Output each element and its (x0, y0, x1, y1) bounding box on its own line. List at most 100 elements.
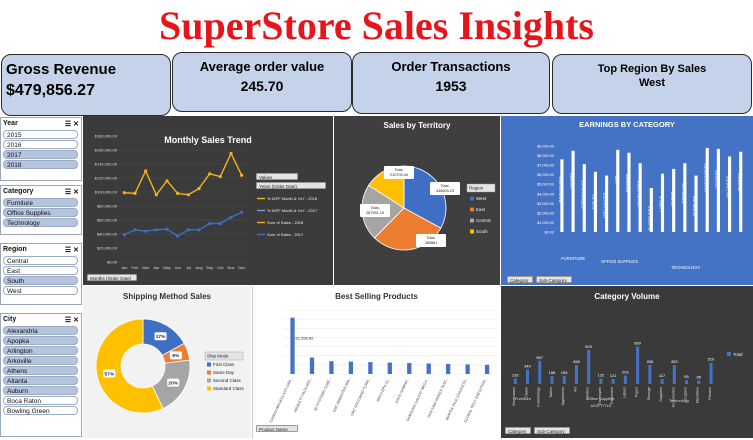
region-slicer-item[interactable]: West (3, 286, 78, 295)
region-slicer-item[interactable]: East (3, 266, 78, 275)
data-label: 121 (610, 373, 617, 378)
best-selling-title: Best Selling Products (335, 292, 418, 301)
city-slicer-item[interactable]: Arlington (3, 346, 78, 355)
data-label: 20% (168, 380, 178, 386)
clear-filter-icon[interactable]: ☰ ✕ (64, 120, 79, 128)
year-slicer-item[interactable]: 2018 (3, 160, 78, 169)
clear-filter-icon[interactable]: ☰ ✕ (64, 246, 79, 254)
group-label: TECHNOLOGY (671, 265, 701, 270)
y-tick-label: $3,000.00 (537, 202, 554, 206)
category-slicer-header: Category ☰ ✕ (1, 186, 81, 197)
earnings-category-filter[interactable]: Category (507, 276, 533, 283)
volume-bar (587, 349, 591, 384)
region-legend-title: Region (469, 186, 484, 191)
data-label-box (416, 234, 446, 247)
years-filter-button[interactable]: Years (Order Date) (256, 182, 326, 189)
legend-swatch (207, 370, 211, 375)
product-bar (407, 363, 412, 374)
region-slicer-header: Region ☰ ✕ (1, 244, 81, 255)
data-label-box (103, 369, 116, 378)
group-label: OFFICE SUPPLIES (601, 259, 638, 264)
earnings-subcategory-filter[interactable]: Sub-Category (536, 276, 572, 283)
data-label-box (430, 182, 460, 195)
months-filter-button[interactable]: Months (Order Date) (87, 274, 137, 281)
shipping-panel: Shipping Method Sales 17% 6% 20% 57% Ship Mo… (83, 286, 251, 438)
best-selling-panel: Best Selling Products CANON IMAGECLASS 2… (252, 286, 500, 438)
product-name-filter[interactable]: Product Name (256, 425, 298, 432)
data-label: Total, (370, 206, 379, 210)
data-point (197, 228, 201, 232)
category-slicer-item[interactable]: Office Supplies (3, 208, 78, 217)
data-point (176, 191, 180, 195)
category-label: CHAIRS (569, 173, 574, 189)
y-tick-label: $0.00 (544, 231, 554, 235)
data-label: 899 (634, 341, 641, 346)
data-point (154, 193, 158, 197)
legend-item: Total (733, 352, 743, 357)
category-slicer-item[interactable]: Technology (3, 218, 78, 227)
shipping-donut-chart: 17% 6% 20% 57% Ship Mode First Class Same Day S… (95, 318, 245, 414)
legend-item: Same Day (213, 370, 235, 375)
city-slicer-item[interactable]: Auburn (3, 386, 78, 395)
data-label: 510 (708, 357, 715, 362)
data-label-box (360, 204, 390, 217)
x-tick-label: Apr (153, 265, 160, 270)
product-label: 3D SYSTEMS CUBE... (313, 377, 332, 412)
earnings-bar (694, 175, 698, 232)
ship-mode-legend-header (204, 351, 244, 361)
city-slicer-item[interactable]: Bowling Green (3, 406, 78, 415)
category-label: Envelopes (598, 387, 602, 405)
axis-title: AXIS TITLE (590, 403, 611, 408)
earnings-bar (683, 163, 687, 232)
category-label: MACHINES (726, 175, 731, 197)
volume-bar (648, 364, 652, 384)
region-slicer-item[interactable]: South (3, 276, 78, 285)
year-slicer-item[interactable]: 2015 (3, 130, 78, 139)
city-slicer-item[interactable]: Alexandria (3, 326, 78, 335)
city-slicer-item[interactable]: Atlanta (3, 376, 78, 385)
clear-filter-icon[interactable]: ☰ ✕ (64, 316, 79, 324)
category-label: Chairs (524, 387, 528, 398)
category-slicer-title: Category (3, 188, 34, 195)
earnings-chart: $0.00 $1,000.00 $2,000.00 $3,000.00 $4,000.0… (537, 145, 743, 270)
product-bar (329, 361, 334, 374)
earnings-bar (638, 163, 642, 232)
x-tick-label: Nov (227, 265, 234, 270)
data-point (218, 175, 222, 179)
gross-revenue-card: Gross Revenue $479,856.27 (1, 54, 171, 116)
monthly-sales-panel: Monthly Sales Trend $0.00 $20,000.00 $40,0… (83, 116, 333, 285)
city-slicer-item[interactable]: Athens (3, 366, 78, 375)
category-label: STORAGE (681, 183, 686, 204)
data-label: 117 (659, 373, 666, 378)
city-slicer-item[interactable]: Boca Raton (3, 396, 78, 405)
x-tick-label: Jan (121, 265, 127, 270)
city-slicer-item[interactable]: Arkoville (3, 356, 78, 365)
volume-subcategory-filter[interactable]: Sub-Category (534, 427, 570, 434)
data-label: 95 (684, 374, 689, 379)
legend-swatch (207, 362, 211, 367)
city-slicer-header: City ☰ ✕ (1, 314, 81, 325)
data-point (218, 221, 222, 226)
earnings-bar (739, 151, 743, 232)
category-label: PHONES (737, 173, 742, 191)
volume-bar (672, 365, 676, 384)
x-tick-label: Sep (206, 265, 214, 270)
data-point (165, 179, 169, 183)
year-slicer-item[interactable]: 2017 (3, 150, 78, 159)
volume-category-filter[interactable]: Category (505, 427, 531, 434)
x-tick-label: Aug (195, 265, 202, 270)
legend-swatch (470, 229, 474, 234)
city-slicer-item[interactable]: Apopka (3, 336, 78, 345)
series-line-2017 (124, 211, 242, 237)
year-slicer-item[interactable]: 2016 (3, 140, 78, 149)
category-slicer-item[interactable]: Furniture (3, 198, 78, 207)
region-slicer-item[interactable]: Central (3, 256, 78, 265)
clear-filter-icon[interactable]: ☰ ✕ (64, 188, 79, 196)
x-tick-label: Jul (186, 265, 191, 270)
territory-panel: Sales by Territory Total, 436603.23 Total,… (334, 116, 500, 285)
shipping-title: Shipping Method Sales (122, 292, 211, 301)
y-tick-label: $6,000.00 (537, 173, 554, 177)
city-slicer-title: City (3, 316, 17, 323)
product-bar (465, 364, 470, 374)
